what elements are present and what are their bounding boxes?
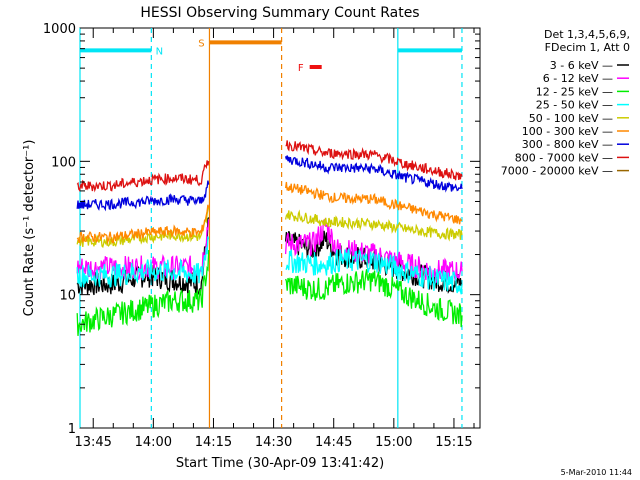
- series-line-12-25-kev: [284, 269, 463, 328]
- series-line-100-300-kev: [76, 204, 210, 245]
- legend-entry-label: 25 - 50 keV —: [536, 99, 613, 112]
- legend: Det 1,3,4,5,6,9, FDecim 1, Att 0 3 - 6 k…: [501, 28, 630, 178]
- legend-entry-label: 3 - 6 keV —: [550, 59, 613, 72]
- legend-entry-label: 300 - 800 keV —: [522, 138, 613, 151]
- plot-frame: [79, 27, 481, 429]
- y-tick-label: 1000: [43, 22, 76, 37]
- y-tick-label: 1: [68, 422, 76, 437]
- legend-entry-label: 6 - 12 keV —: [543, 72, 613, 85]
- flag-label-s: S: [198, 38, 204, 49]
- footer-date: 5-Mar-2010 11:44: [561, 468, 632, 477]
- series-line-300-800-kev: [76, 180, 210, 212]
- legend-entry-label: 100 - 300 keV —: [522, 125, 613, 138]
- legend-header-line-1: Det 1,3,4,5,6,9,: [544, 28, 630, 41]
- x-tick-label: 15:00: [375, 435, 412, 450]
- x-tick-label: 14:30: [255, 435, 292, 450]
- flag-label-f: F: [298, 63, 304, 74]
- series-line-12-25-kev: [76, 249, 210, 336]
- series-line-50-100-kev: [76, 207, 210, 249]
- flag-bars: N S F: [80, 38, 462, 74]
- x-tick-label: 14:45: [315, 435, 352, 450]
- series-lines: [76, 140, 463, 336]
- series-line-100-300-kev: [284, 181, 463, 225]
- series-line-800-7000-kev: [285, 140, 463, 181]
- x-tick-label: 13:45: [74, 435, 111, 450]
- legend-header-line-2: FDecim 1, Att 0: [545, 41, 630, 54]
- y-axis: 1 10 100 1000: [43, 22, 480, 437]
- legend-entry-label: 50 - 100 keV —: [529, 112, 613, 125]
- series-line-25-50-kev: [285, 247, 463, 295]
- legend-entry-label: 7000 - 20000 keV —: [501, 165, 613, 178]
- chart-title: HESSI Observing Summary Count Rates: [140, 5, 419, 21]
- series-line-300-800-kev: [284, 155, 463, 193]
- y-tick-label: 10: [59, 289, 76, 304]
- series-line-50-100-kev: [284, 209, 463, 242]
- series-line-25-50-kev: [76, 236, 210, 288]
- x-axis-label: Start Time (30-Apr-09 13:41:42): [176, 456, 384, 471]
- x-tick-label: 15:15: [435, 435, 472, 450]
- y-tick-label: 100: [51, 155, 76, 170]
- legend-entry-label: 12 - 25 keV —: [536, 85, 613, 98]
- series-line-3-6-kev: [76, 217, 210, 296]
- plot-area: [79, 27, 481, 429]
- x-axis: 13:45 14:00 14:15 14:30 14:45 15:00 15:15: [74, 28, 475, 450]
- legend-entry-label: 800 - 7000 keV —: [515, 151, 613, 164]
- x-tick-label: 14:15: [195, 435, 232, 450]
- x-tick-label: 14:00: [135, 435, 172, 450]
- flag-label-n: N: [156, 46, 163, 57]
- series-line-800-7000-kev: [76, 160, 210, 193]
- y-axis-label: Count Rate (s⁻¹ detector⁻¹): [22, 140, 37, 317]
